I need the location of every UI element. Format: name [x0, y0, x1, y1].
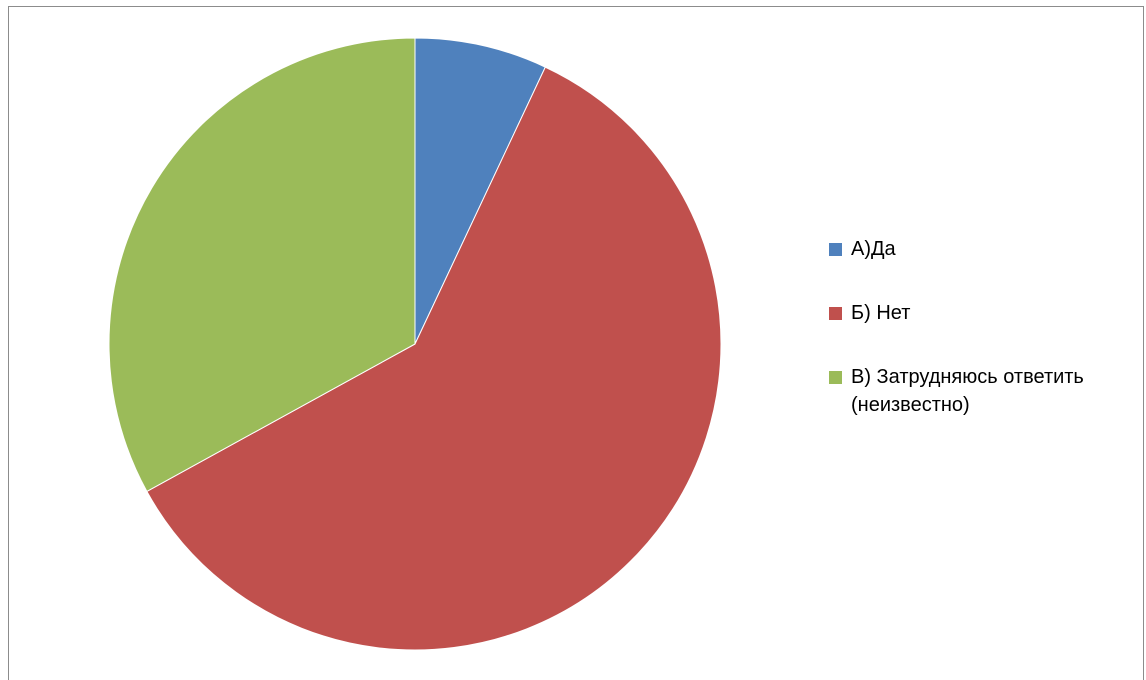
legend-item-unsure: В) Затрудняюсь ответить (неизвестно): [829, 363, 1129, 419]
pie-slice-net: [146, 66, 722, 651]
pie-slice-unsure: [108, 37, 416, 493]
legend: А)Да Б) Нет В) Затрудняюсь ответить (неи…: [829, 235, 1129, 455]
legend-label-da: А)Да: [851, 238, 896, 260]
legend-label-net: Б) Нет: [851, 302, 911, 324]
legend-label-unsure: В) Затрудняюсь ответить (неизвестно): [851, 366, 1084, 416]
legend-item-net: Б) Нет: [829, 299, 1129, 327]
legend-swatch-da: [829, 243, 842, 256]
chart-area: А)Да Б) Нет В) Затрудняюсь ответить (неи…: [8, 6, 1144, 680]
legend-swatch-net: [829, 307, 842, 320]
legend-item-da: А)Да: [829, 235, 1129, 263]
pie-slice-da: [414, 37, 546, 345]
legend-swatch-unsure: [829, 371, 842, 384]
pie-chart: [108, 37, 722, 651]
